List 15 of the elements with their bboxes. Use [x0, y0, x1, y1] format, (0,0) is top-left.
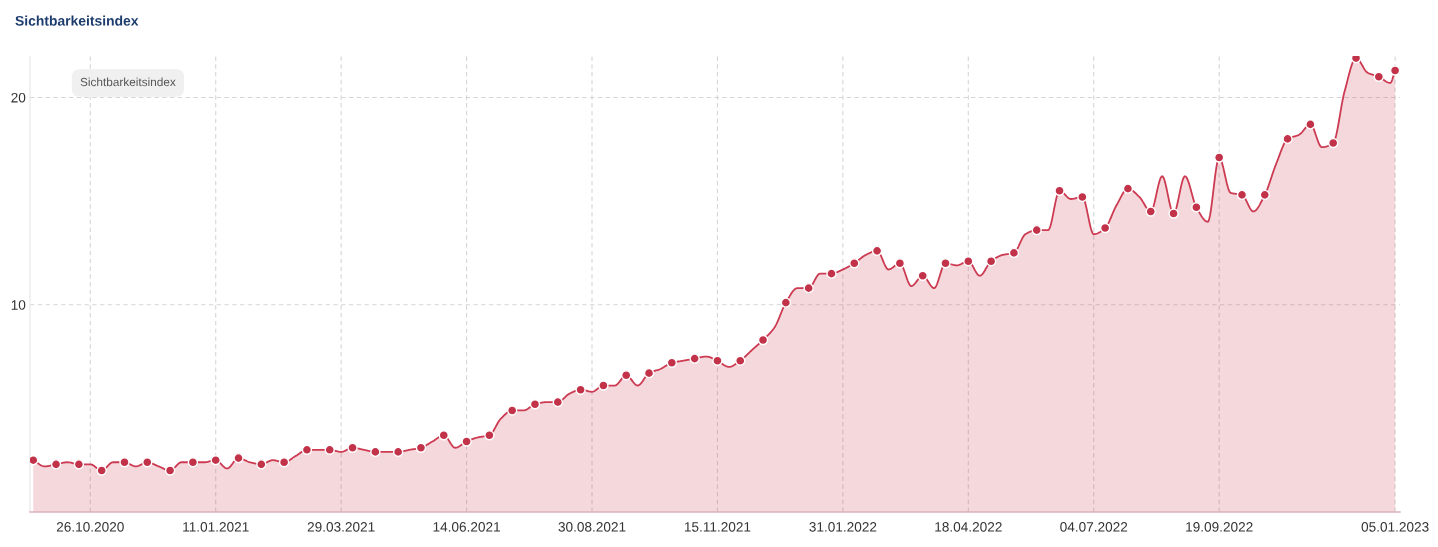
- x-tick-label: 04.07.2022: [1060, 522, 1128, 532]
- x-tick-label: 31.01.2022: [809, 522, 877, 532]
- x-tick-label: 30.08.2021: [558, 522, 626, 532]
- chart-title: Sichtbarkeitsindex: [15, 15, 139, 26]
- x-tick-label: 11.01.2021: [183, 522, 249, 532]
- x-tick-label: 26.10.2020: [56, 522, 124, 532]
- x-tick-label: 29.03.2021: [307, 522, 375, 532]
- y-tick-label: 10: [11, 300, 26, 310]
- x-tick-label: 19.09.2022: [1186, 522, 1253, 532]
- y-tick-label: 20: [11, 92, 26, 103]
- x-tick-label: 14.06.2021: [433, 522, 500, 532]
- annotation: Sichtbarkeitsindex: [80, 77, 176, 87]
- x-tick-label: 18.04.2022: [935, 522, 1002, 532]
- x-tick-label: 15.11.2021: [684, 522, 751, 532]
- x-tick-label: 05.01.2023: [1361, 522, 1429, 532]
